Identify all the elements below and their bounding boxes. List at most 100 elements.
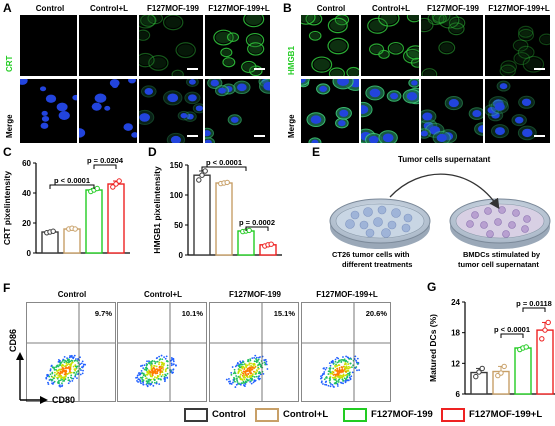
y-tick-label: 60 [22, 159, 31, 168]
panel-b-col-mof: F127MOF-199 [426, 4, 480, 13]
hmgb1-merge-image-3 [485, 79, 550, 143]
significance-bracket [49, 184, 95, 189]
panel-f-axis-arrows [16, 352, 48, 404]
legend-swatch-2 [343, 408, 367, 422]
bar-control-l [63, 228, 81, 254]
crt-image-3 [205, 15, 270, 76]
data-point [116, 178, 122, 184]
panel-e-schematic [329, 173, 551, 249]
crt-image-1 [79, 15, 137, 76]
data-point [94, 185, 100, 192]
quadrant-percent: 20.6% [365, 309, 387, 318]
data-point [196, 177, 202, 183]
y-tick-label: 6 [456, 390, 461, 399]
legend-label-2: F127MOF-199 [371, 409, 433, 420]
panel-f-col-mof-l: F127MOF-199+L [316, 290, 378, 299]
crt-image-0 [20, 15, 77, 76]
y-axis-label: CRT pixelintensity [2, 171, 12, 245]
data-point [246, 227, 252, 234]
hmgb1-merge-image-1 [361, 79, 419, 143]
y-tick-label: 24 [451, 298, 460, 307]
data-point [224, 179, 230, 186]
panel-a-col-mof-l: F127MOF-199+L [208, 4, 270, 13]
quadrant-percent: 9.7% [94, 309, 112, 318]
bar-control [193, 174, 211, 256]
crt-merge-image-2 [139, 79, 203, 143]
y-tick-label: 0 [179, 251, 184, 260]
panel-a-row-crt: CRT [5, 55, 14, 72]
quadrant-percent: 15.1% [273, 309, 295, 318]
bar-f127mof-199 [237, 230, 255, 256]
flow-plot-2: 15.1% [209, 302, 299, 402]
crt-merge-image-1 [79, 79, 137, 143]
panel-e-left-caption-2: different treatments [342, 260, 413, 269]
hmgb1-merge-image-0 [301, 79, 359, 143]
y-tick-label: 150 [170, 161, 184, 170]
panel-b-col-control-l: Control+L [372, 4, 410, 13]
scale-bar [187, 68, 198, 70]
panel-f-col-control-l: Control+L [144, 290, 182, 299]
panel-b-label: B [283, 1, 292, 15]
y-tick-label: 50 [174, 221, 183, 230]
panel-b-row-hmgb1: HMGB1 [287, 46, 296, 75]
hmgb1-image-3 [485, 15, 550, 76]
significance-bracket [201, 166, 247, 171]
data-point [202, 168, 208, 174]
panel-c-bar-chart: 0 20 40 60 CRT pixelintensity p < 0.0001 p = 0… [2, 156, 130, 258]
data-point [199, 172, 205, 178]
data-point [501, 363, 507, 370]
hmgb1-image-1 [361, 15, 419, 76]
flow-plot-1: 10.1% [117, 302, 207, 402]
p-value-label: p = 0.0204 [87, 156, 124, 165]
panel-a-col-control-l: Control+L [90, 4, 128, 13]
p-value-label: p = 0.0118 [516, 299, 552, 308]
data-point [498, 370, 504, 376]
data-point [476, 369, 482, 375]
scale-bar [254, 135, 265, 137]
data-point [523, 344, 529, 350]
legend-label-3: F127MOF-199+L [469, 409, 543, 420]
panel-e-left-caption-1: CT26 tumor cells with [332, 250, 410, 259]
panel-a-label: A [3, 1, 12, 15]
panel-b-row-merge: Merge [287, 114, 296, 138]
p-value-label: p < 0.0001 [206, 158, 242, 167]
y-tick-label: 40 [22, 189, 31, 198]
y-axis-label: Matured DCs (%) [428, 314, 438, 382]
y-tick-label: 18 [451, 329, 460, 338]
y-axis-label: HMGB1 pixelintensity [152, 166, 162, 254]
panel-e-right-caption-1: BMDCs stimulated by [463, 250, 541, 259]
panel-g-bar-chart: 6 12 18 24 Matured DCs (%) p < 0.0001 p = 0.01… [428, 298, 555, 399]
crt-merge-image-3 [205, 79, 270, 143]
panel-d-bar-chart: 0 50 100 150 HMGB1 pixelintensity p < 0.0001 p… [152, 158, 282, 260]
p-value-label: p < 0.0001 [54, 176, 90, 185]
data-point [268, 241, 274, 247]
flow-plot-3: 20.6% [301, 302, 391, 402]
hmgb1-image-0 [301, 15, 359, 76]
panel-g-label: G [427, 280, 437, 294]
scale-bar [254, 68, 265, 70]
panel-f-xaxis-label: CD80 [52, 395, 76, 405]
flow-plot-0: 9.7% [26, 302, 116, 402]
scale-bar [187, 135, 198, 137]
bar-control [41, 231, 59, 254]
p-value-label: p = 0.0002 [239, 218, 275, 227]
legend-swatch-3 [441, 408, 465, 422]
panel-f-label: F [3, 281, 11, 295]
data-point [110, 184, 116, 190]
quadrant-percent: 10.1% [181, 309, 203, 318]
legend-swatch-0 [184, 408, 208, 422]
p-value-label: p < 0.0001 [494, 325, 530, 334]
panel-a-col-control: Control [35, 4, 65, 13]
data-point [545, 319, 551, 326]
y-tick-label: 100 [170, 191, 184, 200]
significance-bracket [500, 333, 524, 338]
legend-label-0: Control [212, 409, 246, 420]
panel-b-col-mof-l: F127MOF-199+L [488, 4, 550, 13]
bar-f127mof-199 [85, 189, 103, 254]
bar-f127mof-199-l [107, 183, 125, 254]
significance-bracket [522, 307, 546, 312]
significance-bracket [245, 226, 269, 231]
significance-bracket [93, 164, 117, 169]
panel-b-col-control: Control [316, 4, 346, 13]
transfer-arrow [389, 173, 500, 210]
